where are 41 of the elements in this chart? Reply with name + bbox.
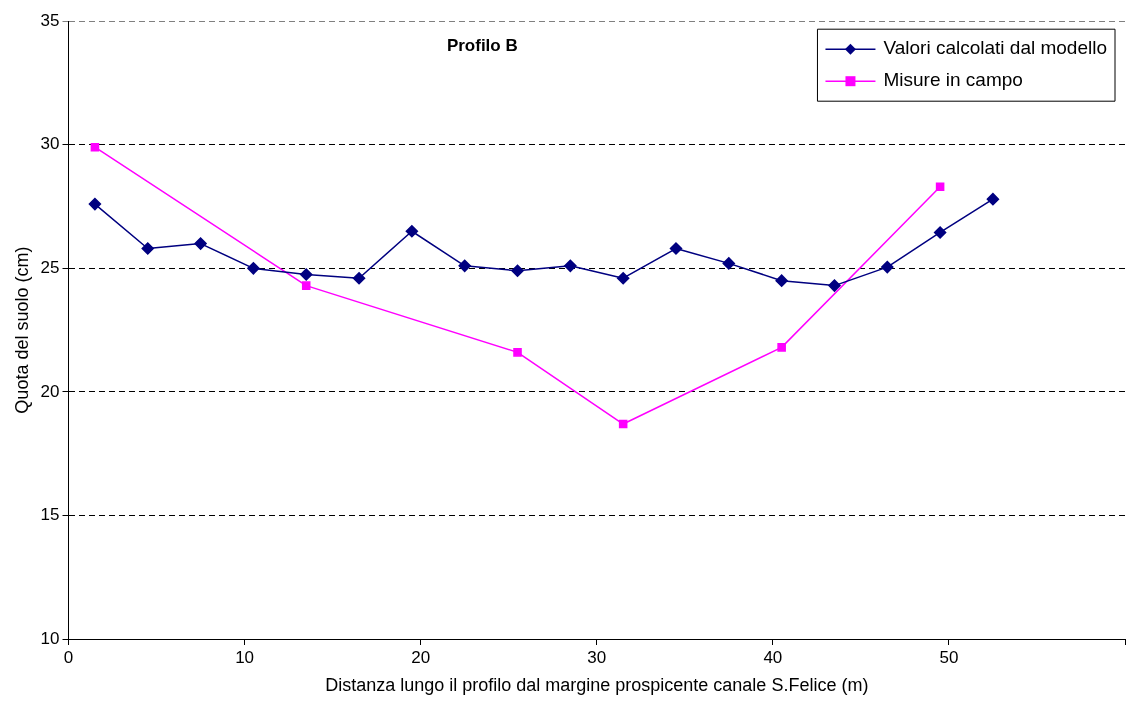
y-tick-label: 10 xyxy=(40,628,60,648)
point xyxy=(933,226,947,239)
point xyxy=(405,225,419,238)
x-tick-label: 0 xyxy=(63,647,74,667)
point xyxy=(616,271,630,285)
x-tick-label: 20 xyxy=(411,647,431,667)
point xyxy=(777,343,786,352)
y-tick-label: 35 xyxy=(40,10,60,30)
legend-label: Misure in campo xyxy=(883,69,1023,91)
point xyxy=(564,259,577,273)
y-tick-label: 15 xyxy=(40,505,60,525)
point xyxy=(247,262,260,275)
point xyxy=(194,237,207,250)
point xyxy=(88,197,102,211)
x-tick-label: 50 xyxy=(939,647,959,667)
point xyxy=(669,242,683,255)
point xyxy=(722,257,736,270)
point xyxy=(301,281,311,290)
point xyxy=(881,260,894,274)
x-axis-title: Distanza lungo il profilo dal margine prospicente canale S.Felice (m) xyxy=(325,675,869,696)
point xyxy=(618,419,628,429)
point xyxy=(299,268,313,281)
y-tick-label: 25 xyxy=(40,258,60,278)
point xyxy=(141,242,154,255)
text: Profilo B xyxy=(446,36,518,56)
point xyxy=(935,182,945,192)
point xyxy=(352,271,366,285)
legend-label: Valori calcolati dal modello xyxy=(883,37,1108,59)
point xyxy=(828,279,841,292)
point xyxy=(511,264,524,278)
x-tick-label: 10 xyxy=(235,647,255,667)
y-tick-label: 30 xyxy=(40,134,60,154)
y-axis-title: Quota del suolo (cm) xyxy=(11,246,32,414)
y-tick-label: 20 xyxy=(40,381,60,401)
point xyxy=(986,192,1000,206)
point xyxy=(775,274,788,287)
x-tick-label: 30 xyxy=(587,647,607,667)
point xyxy=(458,259,471,273)
x-tick-label: 40 xyxy=(763,647,783,667)
point xyxy=(513,348,522,357)
point xyxy=(90,142,100,152)
